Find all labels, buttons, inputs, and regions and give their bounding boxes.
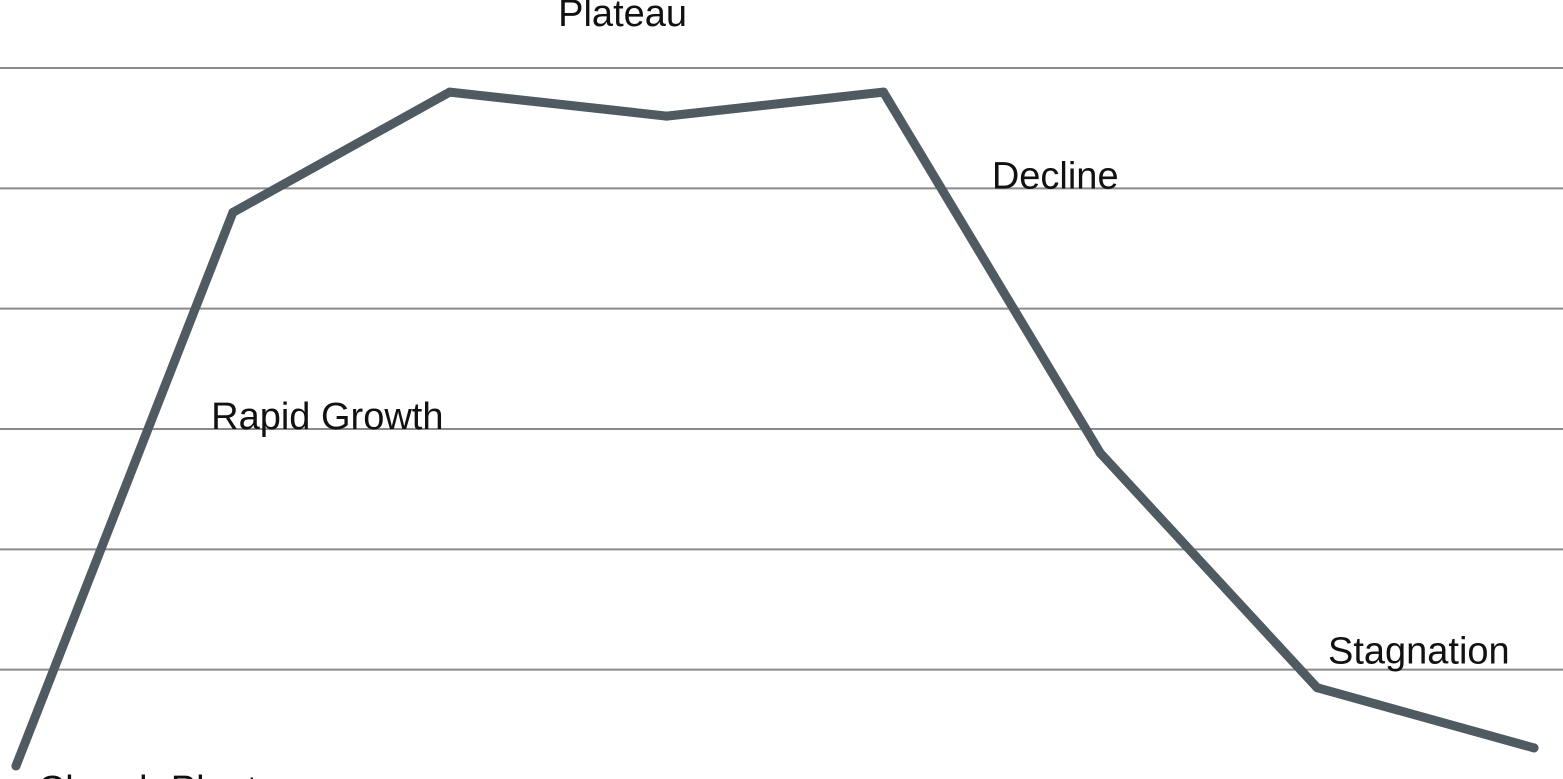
stage-label: Decline [992,155,1119,197]
stage-label: Rapid Growth [211,396,443,438]
data-point [878,87,888,97]
stage-label: Stagnation [1328,631,1510,673]
series-group [11,87,1539,771]
data-point [228,207,238,217]
data-point [662,111,672,121]
series-line [11,87,1539,771]
annotation-labels: Church Plant Rapid Growth Plateau Decline St… [38,0,1510,779]
gridlines [0,67,1563,671]
data-point [11,761,21,771]
stage-label: Plateau [558,0,687,35]
data-point [1529,743,1539,753]
data-point [1312,683,1322,693]
stage-label: Church Plant [38,769,258,779]
data-point [445,87,455,97]
data-point [1095,448,1105,458]
